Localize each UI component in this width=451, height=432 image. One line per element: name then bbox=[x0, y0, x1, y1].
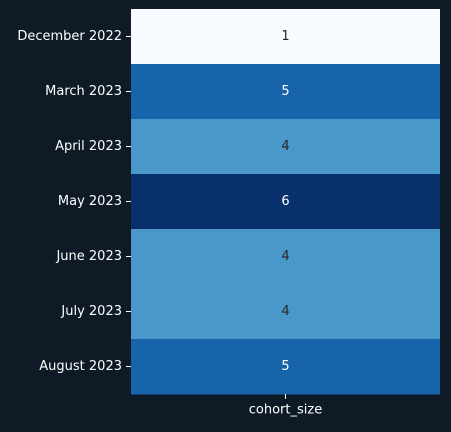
annotations-layer: 1 5 4 6 4 4 5 bbox=[281, 29, 289, 374]
heatmap-cell bbox=[131, 9, 440, 65]
y-tick-label: December 2022 bbox=[17, 29, 122, 44]
cells-layer bbox=[131, 9, 440, 395]
cell-value-label: 4 bbox=[281, 249, 289, 264]
cell-value-label: 6 bbox=[281, 194, 289, 209]
heatmap-cell bbox=[131, 119, 440, 175]
heatmap-cell bbox=[131, 64, 440, 120]
y-tick-label: August 2023 bbox=[39, 359, 122, 374]
cell-value-label: 4 bbox=[281, 139, 289, 154]
cell-value-label: 5 bbox=[281, 359, 289, 374]
y-tick-label: April 2023 bbox=[55, 139, 122, 154]
heatmap-cell bbox=[131, 229, 440, 285]
cell-value-label: 5 bbox=[281, 84, 289, 99]
y-tick-label: May 2023 bbox=[58, 194, 122, 209]
cell-value-label: 4 bbox=[281, 304, 289, 319]
x-tick-label: cohort_size bbox=[249, 403, 322, 418]
heatmap-cell bbox=[131, 339, 440, 395]
y-tick-label: July 2023 bbox=[60, 304, 122, 319]
y-tick-label: March 2023 bbox=[45, 84, 122, 99]
y-tick-label: June 2023 bbox=[55, 249, 122, 264]
heatmap-cell bbox=[131, 174, 440, 230]
heatmap-cell bbox=[131, 284, 440, 340]
y-axis: December 2022 March 2023 April 2023 May 202… bbox=[17, 29, 131, 374]
x-axis: cohort_size bbox=[249, 394, 322, 418]
cell-value-label: 1 bbox=[281, 29, 289, 44]
